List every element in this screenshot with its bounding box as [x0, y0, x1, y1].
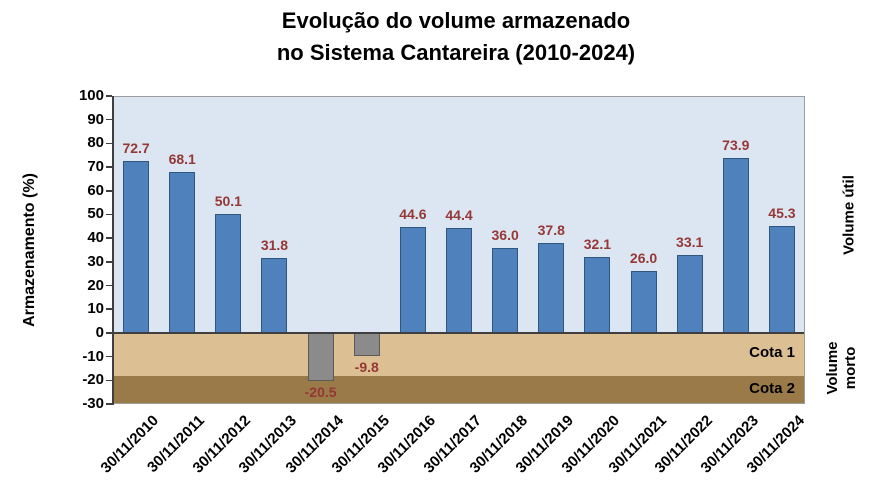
bar-value-label: 31.8 — [260, 236, 289, 253]
volume-morto-label: Volume morto — [824, 341, 860, 394]
bar-value-label: 44.4 — [445, 206, 473, 223]
bar-value-label: 33.1 — [676, 233, 704, 250]
bar — [353, 332, 380, 357]
y-axis-tick-mark — [106, 142, 112, 145]
bar — [768, 225, 795, 333]
y-axis-tick-label: 40 — [87, 229, 104, 247]
bar-value-label: 44.6 — [399, 206, 427, 223]
y-axis-tick-label: 50 — [87, 205, 104, 223]
bar-value-label: 32.1 — [583, 235, 612, 252]
y-axis-tick-label: 20 — [87, 276, 104, 294]
bar — [123, 160, 150, 333]
bar — [584, 256, 611, 333]
chart-title-line2: no Sistema Cantareira (2010-2024) — [276, 40, 636, 65]
y-axis-tick-mark — [106, 95, 112, 97]
y-axis-tick-mark — [106, 213, 112, 216]
bar-value-label: 72.7 — [122, 139, 150, 156]
y-axis-tick-mark — [106, 190, 112, 192]
y-axis-tick-mark — [106, 332, 112, 334]
cota1-band — [113, 332, 805, 376]
bar — [538, 243, 565, 333]
chart-title-line1: Evolução do volume armazenado — [281, 8, 631, 33]
y-axis-tick-label: -20 — [82, 371, 104, 389]
y-axis-tick-mark — [106, 166, 112, 168]
y-axis-tick-label: 100 — [78, 87, 104, 104]
y-axis-tick-label: -30 — [82, 395, 104, 412]
cota2-label: Cota 2 — [749, 379, 795, 397]
bar — [261, 257, 288, 333]
bar — [307, 332, 334, 382]
y-axis-tick-label: 60 — [87, 181, 104, 199]
y-axis-tick-mark — [106, 355, 112, 358]
cota1-label: Cota 1 — [749, 344, 795, 362]
bar-value-label: 36.0 — [491, 226, 519, 243]
y-axis-tick-mark — [106, 308, 112, 310]
chart-title: Evolução do volume armazenado no Sistema… — [26, 5, 886, 69]
y-axis-tick-label: 10 — [87, 300, 104, 318]
bar-value-label: -20.5 — [304, 384, 337, 401]
y-axis-tick-mark — [106, 403, 112, 405]
y-axis-tick-label: 70 — [87, 158, 104, 176]
volume-morto-line1: Volume — [824, 341, 841, 395]
y-axis-tick-label: 80 — [87, 134, 104, 152]
bar — [215, 214, 242, 333]
y-axis-tick-mark — [106, 261, 112, 263]
plot-area: 72.7 68.1 50.1 31.8 -20.5 -9.8 44.6 44.4 36.0 37.… — [113, 96, 805, 404]
y-axis-line — [112, 96, 114, 405]
bar-value-label: 37.8 — [537, 222, 565, 239]
bar — [492, 247, 519, 333]
y-axis-tick-mark — [106, 118, 112, 121]
y-axis-tick-mark — [106, 379, 112, 382]
bar — [399, 227, 426, 333]
bar-value-label: 45.3 — [768, 204, 796, 221]
y-axis-tick-label: 90 — [87, 110, 104, 128]
bar — [722, 157, 749, 333]
bar-value-label: 50.1 — [214, 193, 242, 210]
bar-value-label: 73.9 — [722, 136, 750, 153]
bar-value-label: 68.1 — [168, 150, 196, 167]
zero-axis-line — [113, 332, 805, 334]
bar — [676, 254, 703, 333]
y-axis-title: Armazenamento (%) — [21, 173, 38, 327]
volume-util-label: Volume útil — [840, 175, 858, 255]
volume-morto-line2: morto — [842, 346, 859, 390]
y-axis-tick-label: 0 — [95, 323, 104, 341]
y-axis-tick-label: -10 — [82, 347, 104, 365]
bar — [169, 171, 196, 333]
y-axis-tick-mark — [106, 237, 112, 239]
bar-value-label: 26.0 — [629, 250, 658, 267]
bar — [630, 271, 657, 333]
bar-value-label: -9.8 — [354, 359, 379, 376]
bar — [446, 227, 472, 333]
y-axis-tick-mark — [106, 284, 112, 287]
y-axis-tick-label: 30 — [87, 252, 104, 270]
cota2-band — [113, 375, 805, 404]
